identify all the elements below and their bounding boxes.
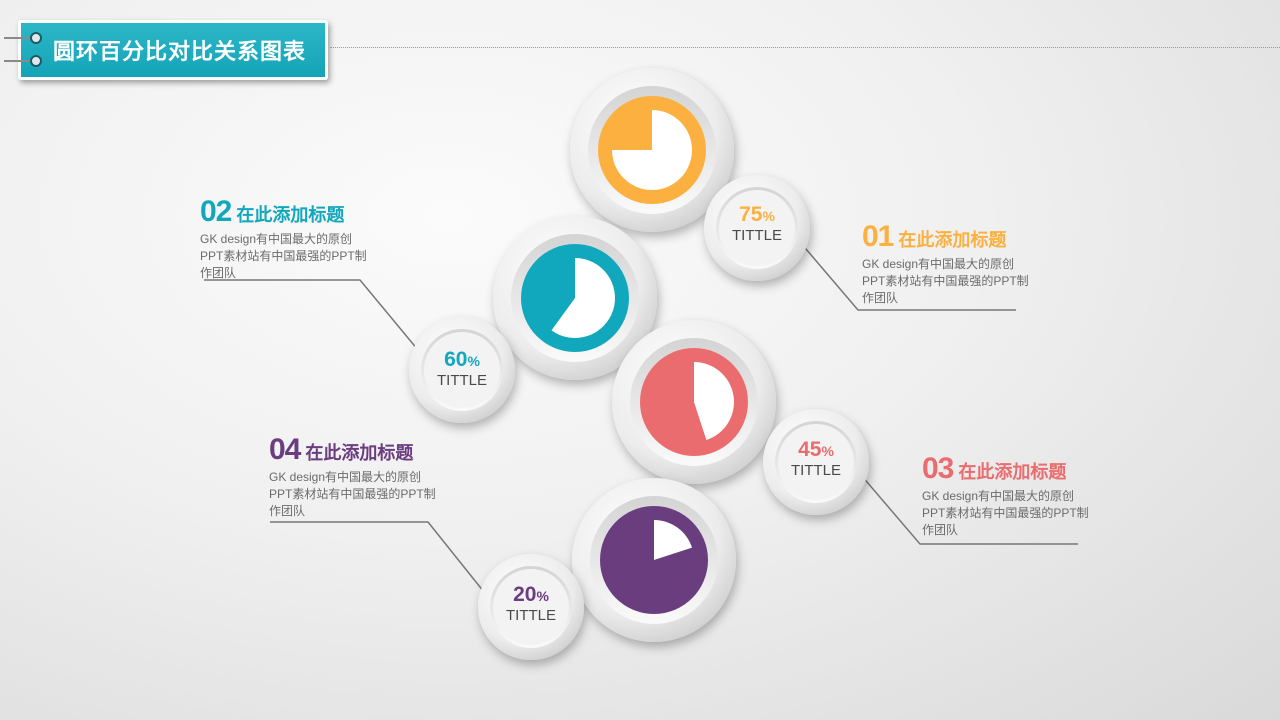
- page-title: 圆环百分比对比关系图表: [53, 39, 307, 64]
- percent-sign-02: %: [467, 353, 480, 369]
- percent-sign-03: %: [821, 443, 834, 459]
- pie-slice-03: [694, 362, 734, 441]
- connector-04: [270, 521, 485, 593]
- percent-label-04: 20% TITTLE: [486, 583, 576, 624]
- small-circle-04: [478, 554, 584, 660]
- small-circle-03: [763, 409, 869, 515]
- item-title-02: 在此添加标题: [236, 205, 345, 225]
- item-number-03: 03: [922, 452, 954, 485]
- percent-value-03: 45: [798, 438, 822, 461]
- percent-label-03: 45% TITTLE: [771, 438, 861, 479]
- percent-label-02: 60% TITTLE: [417, 348, 507, 389]
- connector-lines: [204, 241, 1078, 593]
- pie-slice-02: [551, 258, 616, 339]
- connector-02: [204, 279, 419, 351]
- pie-slice-01: [612, 110, 692, 190]
- item-number-01: 01: [862, 220, 894, 253]
- tag-label-01: TITTLE: [731, 227, 782, 244]
- tag-label-03: TITTLE: [790, 462, 841, 479]
- header-divider: [330, 47, 1280, 48]
- heading-01: 01 在此添加标题: [862, 220, 1037, 254]
- item-description-03: GK design有中国最大的原创PPT素材站有中国最强的PPT制作团队: [922, 489, 1089, 537]
- percent-value-01: 75: [739, 203, 763, 226]
- small-circle-02: [409, 317, 515, 423]
- item-number-02: 02: [200, 195, 232, 228]
- item-title-03: 在此添加标题: [958, 462, 1067, 482]
- connector-01: [799, 241, 1016, 311]
- percent-label-01: 75% TITTLE: [712, 203, 802, 244]
- pie-slice-04: [654, 520, 693, 560]
- title-banner: 圆环百分比对比关系图表: [18, 20, 328, 80]
- small-circle-01: [704, 175, 810, 281]
- binder-ring-icon: [4, 55, 42, 67]
- item-number-04: 04: [269, 433, 301, 466]
- heading-03: 03 在此添加标题: [922, 452, 1097, 486]
- connector-03: [860, 474, 1078, 545]
- text-block-02: 02 在此添加标题 GK design有中国最大的原创PPT素材站有中国最强的P…: [200, 195, 375, 282]
- percent-sign-04: %: [536, 588, 549, 604]
- heading-02: 02 在此添加标题: [200, 195, 375, 229]
- tag-label-02: TITTLE: [436, 372, 487, 389]
- percent-value-04: 20: [513, 583, 537, 606]
- text-block-01: 01 在此添加标题 GK design有中国最大的原创PPT素材站有中国最强的P…: [862, 220, 1037, 307]
- item-title-04: 在此添加标题: [305, 443, 414, 463]
- percent-sign-01: %: [762, 208, 775, 224]
- text-block-03: 03 在此添加标题 GK design有中国最大的原创PPT素材站有中国最强的P…: [922, 452, 1097, 539]
- heading-04: 04 在此添加标题: [269, 433, 444, 467]
- tag-label-04: TITTLE: [505, 607, 556, 624]
- binder-ring-icon: [4, 32, 42, 44]
- item-description-01: GK design有中国最大的原创PPT素材站有中国最强的PPT制作团队: [862, 257, 1029, 305]
- item-title-01: 在此添加标题: [898, 230, 1007, 250]
- text-block-04: 04 在此添加标题 GK design有中国最大的原创PPT素材站有中国最强的P…: [269, 433, 444, 520]
- percent-value-02: 60: [444, 348, 468, 371]
- item-description-02: GK design有中国最大的原创PPT素材站有中国最强的PPT制作团队: [200, 232, 367, 280]
- item-description-04: GK design有中国最大的原创PPT素材站有中国最强的PPT制作团队: [269, 470, 436, 518]
